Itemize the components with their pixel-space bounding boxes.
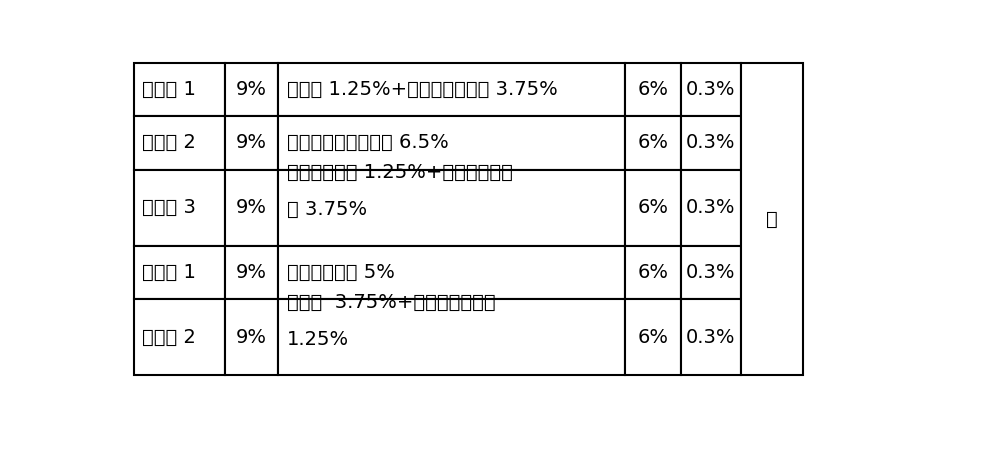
Text: 9%: 9% [236,198,267,217]
Bar [625,299,681,375]
Text: 对比例 2: 对比例 2 [142,328,196,347]
Text: 0.3%: 0.3% [686,133,736,152]
Text: 0.3%: 0.3% [686,80,736,99]
Bar [741,62,803,375]
Text: 乙醇胺 1.25%+叔丁胺基异丙醇 3.75%: 乙醇胺 1.25%+叔丁胺基异丙醇 3.75% [287,80,558,99]
Bar [681,62,741,116]
Text: 6%: 6% [637,198,668,217]
Text: 实施例 3: 实施例 3 [142,198,196,217]
Text: 9%: 9% [236,263,267,282]
Bar [625,62,681,116]
Text: 6%: 6% [637,80,668,99]
Text: 0.3%: 0.3% [686,198,736,217]
Bar [134,62,225,116]
Text: 乙醇胺  3.75%+叔丁胺基异丙醇
1.25%: 乙醇胺 3.75%+叔丁胺基异丙醇 1.25% [287,293,496,348]
Bar [278,299,625,375]
Text: 6%: 6% [637,328,668,347]
Bar [681,116,741,170]
Bar [278,170,625,246]
Bar [134,170,225,246]
Bar [134,116,225,170]
Bar [225,246,278,299]
Bar [225,299,278,375]
Text: 实施例 2: 实施例 2 [142,133,196,152]
Bar [225,170,278,246]
Text: 6%: 6% [637,133,668,152]
Text: 实施例 1: 实施例 1 [142,80,196,99]
Bar [681,170,741,246]
Bar [134,299,225,375]
Text: 对比例 1: 对比例 1 [142,263,196,282]
Text: 9%: 9% [236,328,267,347]
Bar [681,246,741,299]
Text: 二乙氨基乙醇 1.25%+叔丁氨基正丙
醇 3.75%: 二乙氨基乙醇 1.25%+叔丁氨基正丙 醇 3.75% [287,163,513,219]
Text: 0.3%: 0.3% [686,328,736,347]
Bar [278,62,625,116]
Bar [681,299,741,375]
Text: 叔丁氨基乙氧基乙醇 6.5%: 叔丁氨基乙氧基乙醇 6.5% [287,133,449,152]
Text: 0.3%: 0.3% [686,263,736,282]
Text: 水: 水 [766,210,778,229]
Bar [225,116,278,170]
Text: 9%: 9% [236,80,267,99]
Bar [625,246,681,299]
Bar [225,62,278,116]
Text: 9%: 9% [236,133,267,152]
Text: 6%: 6% [637,263,668,282]
Text: 二乙氨基乙醇 5%: 二乙氨基乙醇 5% [287,263,395,282]
Bar [625,170,681,246]
Bar [278,116,625,170]
Bar [134,246,225,299]
Bar [278,246,625,299]
Bar [625,116,681,170]
